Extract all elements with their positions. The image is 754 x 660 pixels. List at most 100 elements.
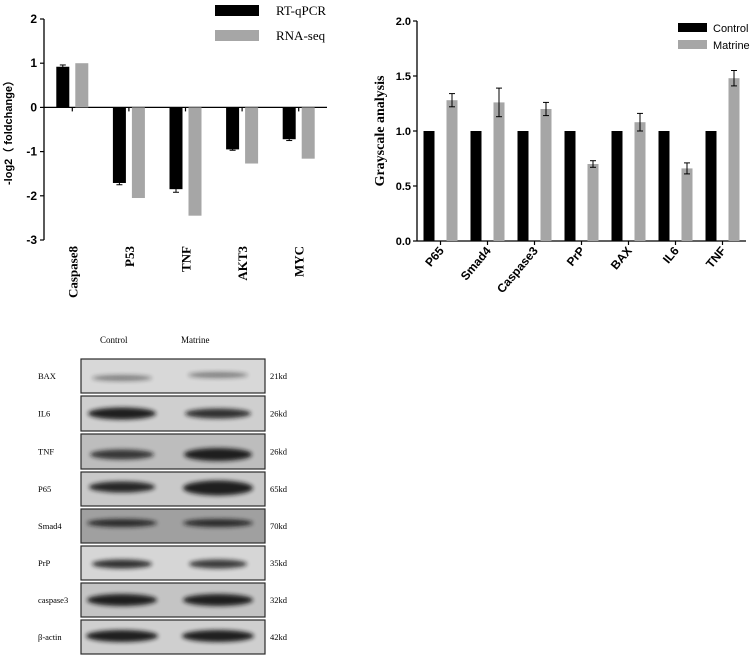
- size-label-p65: 65kd: [270, 484, 288, 494]
- bar-rna-seq-caspase8: [75, 63, 89, 108]
- bar-control-bax: [611, 131, 623, 241]
- y-tick-label: -3: [26, 233, 37, 247]
- bar-control-prp: [564, 131, 576, 241]
- bar-rt-qpcr-p53: [112, 107, 126, 183]
- blot-row-caspase3: caspase3 32kd: [38, 582, 288, 618]
- bar-control-tnf: [705, 131, 717, 241]
- protein-label-bax: BAX: [38, 371, 56, 381]
- x-tick-label-akt3: AKT3: [235, 246, 250, 281]
- bar-matrine-il6: [681, 168, 693, 241]
- blot-strip-border: [80, 395, 266, 432]
- y-tick-label: 0.0: [396, 236, 411, 248]
- bar-rt-qpcr-caspase8: [56, 66, 70, 108]
- bar-matrine-smad4: [493, 102, 505, 242]
- x-tick-label-caspase8: Caspase8: [65, 246, 80, 299]
- band-matrine-il6: [185, 408, 251, 419]
- y-tick-label: 0.5: [396, 181, 411, 193]
- blot-strip-border: [80, 433, 266, 470]
- bar-rna-seq-p53: [131, 107, 145, 199]
- y-tick-label: -2: [26, 189, 37, 203]
- y-tick-label: 0: [30, 100, 37, 114]
- bar-matrine-bax: [634, 122, 646, 241]
- legend: RT-qPCR RNA-seq: [215, 3, 326, 43]
- y-tick-label: 1.5: [396, 71, 411, 83]
- x-tick-label-p65: P65: [422, 244, 447, 270]
- y-tick-label: 1.0: [396, 126, 411, 138]
- band-control-tnf: [90, 449, 154, 460]
- band-control-prp: [92, 559, 152, 569]
- x-tick-label-tnf: TNF: [179, 246, 194, 272]
- band-control-smad4: [87, 519, 157, 527]
- bar-control-il6: [658, 131, 670, 241]
- blot-strip-border: [80, 619, 266, 655]
- blot-row-tnf: TNF 26kd: [38, 433, 288, 470]
- size-label-caspase3: 32kd: [270, 595, 288, 605]
- bar-rna-seq-myc: [301, 107, 315, 159]
- y-axis-title: Grayscale analysis: [373, 75, 388, 186]
- band-matrine-smad4: [183, 519, 253, 527]
- legend-swatch-rt-qpcr: [215, 5, 259, 16]
- band-control-p65: [89, 481, 155, 493]
- band-matrine-tnf: [184, 448, 252, 461]
- blot-row-bax: BAX 21kd: [38, 358, 288, 394]
- band-matrine-actin: [182, 630, 254, 642]
- blot-row-p65: P65 65kd: [38, 471, 288, 507]
- x-tick-label-smad4: Smad4: [458, 244, 494, 283]
- y-tick-label: 1: [30, 56, 37, 70]
- legend-label-rt-qpcr: RT-qPCR: [276, 3, 326, 18]
- blot-row-il6: IL6 26kd: [38, 395, 288, 432]
- protein-label-caspase3: caspase3: [38, 595, 68, 605]
- x-tick-label-p53: P53: [122, 246, 137, 267]
- column-label-matrine: Matrine: [181, 335, 210, 345]
- legend: Control Matrine: [678, 23, 750, 52]
- size-label-prp: 35kd: [270, 558, 288, 568]
- blot-strip-border: [80, 508, 266, 544]
- western-blot-panel: Control Matrine BAX 21kd IL6 26kd TNF 26kd P65…: [38, 335, 288, 655]
- y-axis-title: -log2（ foldchange）: [2, 75, 15, 185]
- protein-label-smad4: Smad4: [38, 521, 62, 531]
- x-tick-label-il6: IL6: [660, 244, 682, 267]
- x-tick-label-bax: BAX: [608, 244, 635, 272]
- band-control-il6: [88, 407, 156, 420]
- band-matrine-prp: [189, 559, 247, 569]
- bar-matrine-tnf: [728, 78, 740, 241]
- size-label-bax: 21kd: [270, 371, 288, 381]
- protein-label-actin: β-actin: [38, 632, 62, 642]
- legend-swatch-control: [678, 23, 707, 32]
- bar-rt-qpcr-myc: [282, 107, 296, 140]
- protein-label-prp: PrP: [38, 558, 51, 568]
- chart-grayscale: 0.0 0.5 1.0 1.5 2.0 P65 Smad4 Caspase3 PrP BAX IL6…: [373, 16, 750, 296]
- bar-control-p65: [423, 131, 435, 241]
- protein-label-p65: P65: [38, 484, 51, 494]
- x-tick-label-myc: MYC: [292, 246, 307, 277]
- blot-strip-border: [80, 358, 266, 394]
- legend-swatch-rna-seq: [215, 30, 259, 41]
- bar-control-smad4: [470, 131, 482, 241]
- size-label-tnf: 26kd: [270, 447, 288, 457]
- size-label-il6: 26kd: [270, 409, 288, 419]
- size-label-smad4: 70kd: [270, 521, 288, 531]
- x-tick-label-tnf: TNF: [703, 244, 729, 271]
- bar-rt-qpcr-akt3: [226, 107, 240, 150]
- x-tick-label-prp: PrP: [564, 244, 588, 269]
- legend-label-matrine: Matrine: [713, 40, 750, 52]
- legend-label-control: Control: [713, 23, 748, 35]
- blot-row-actin: β-actin 42kd: [38, 619, 288, 655]
- blot-row-smad4: Smad4 70kd: [38, 508, 288, 544]
- bar-matrine-caspase3: [540, 109, 552, 241]
- chart-fold-change: 2 1 0 -1 -2 -3 Caspase8 P53 TNF AKT3 MYC -log2（ fo…: [2, 3, 327, 299]
- blot-strip-border: [80, 582, 266, 618]
- band-matrine-p65: [183, 480, 253, 496]
- bar-matrine-prp: [587, 164, 599, 241]
- bar-rna-seq-tnf: [188, 107, 202, 216]
- bar-rt-qpcr-tnf: [169, 107, 183, 190]
- bar-matrine-p65: [446, 100, 458, 241]
- bar-rna-seq-akt3: [245, 107, 259, 164]
- column-label-control: Control: [100, 335, 128, 345]
- size-label-actin: 42kd: [270, 632, 288, 642]
- y-tick-label: 2.0: [396, 16, 411, 28]
- x-tick-label-caspase3: Caspase3: [494, 244, 541, 296]
- legend-swatch-matrine: [678, 40, 707, 49]
- blot-strip-border: [80, 471, 266, 507]
- y-tick-label: -1: [26, 145, 37, 159]
